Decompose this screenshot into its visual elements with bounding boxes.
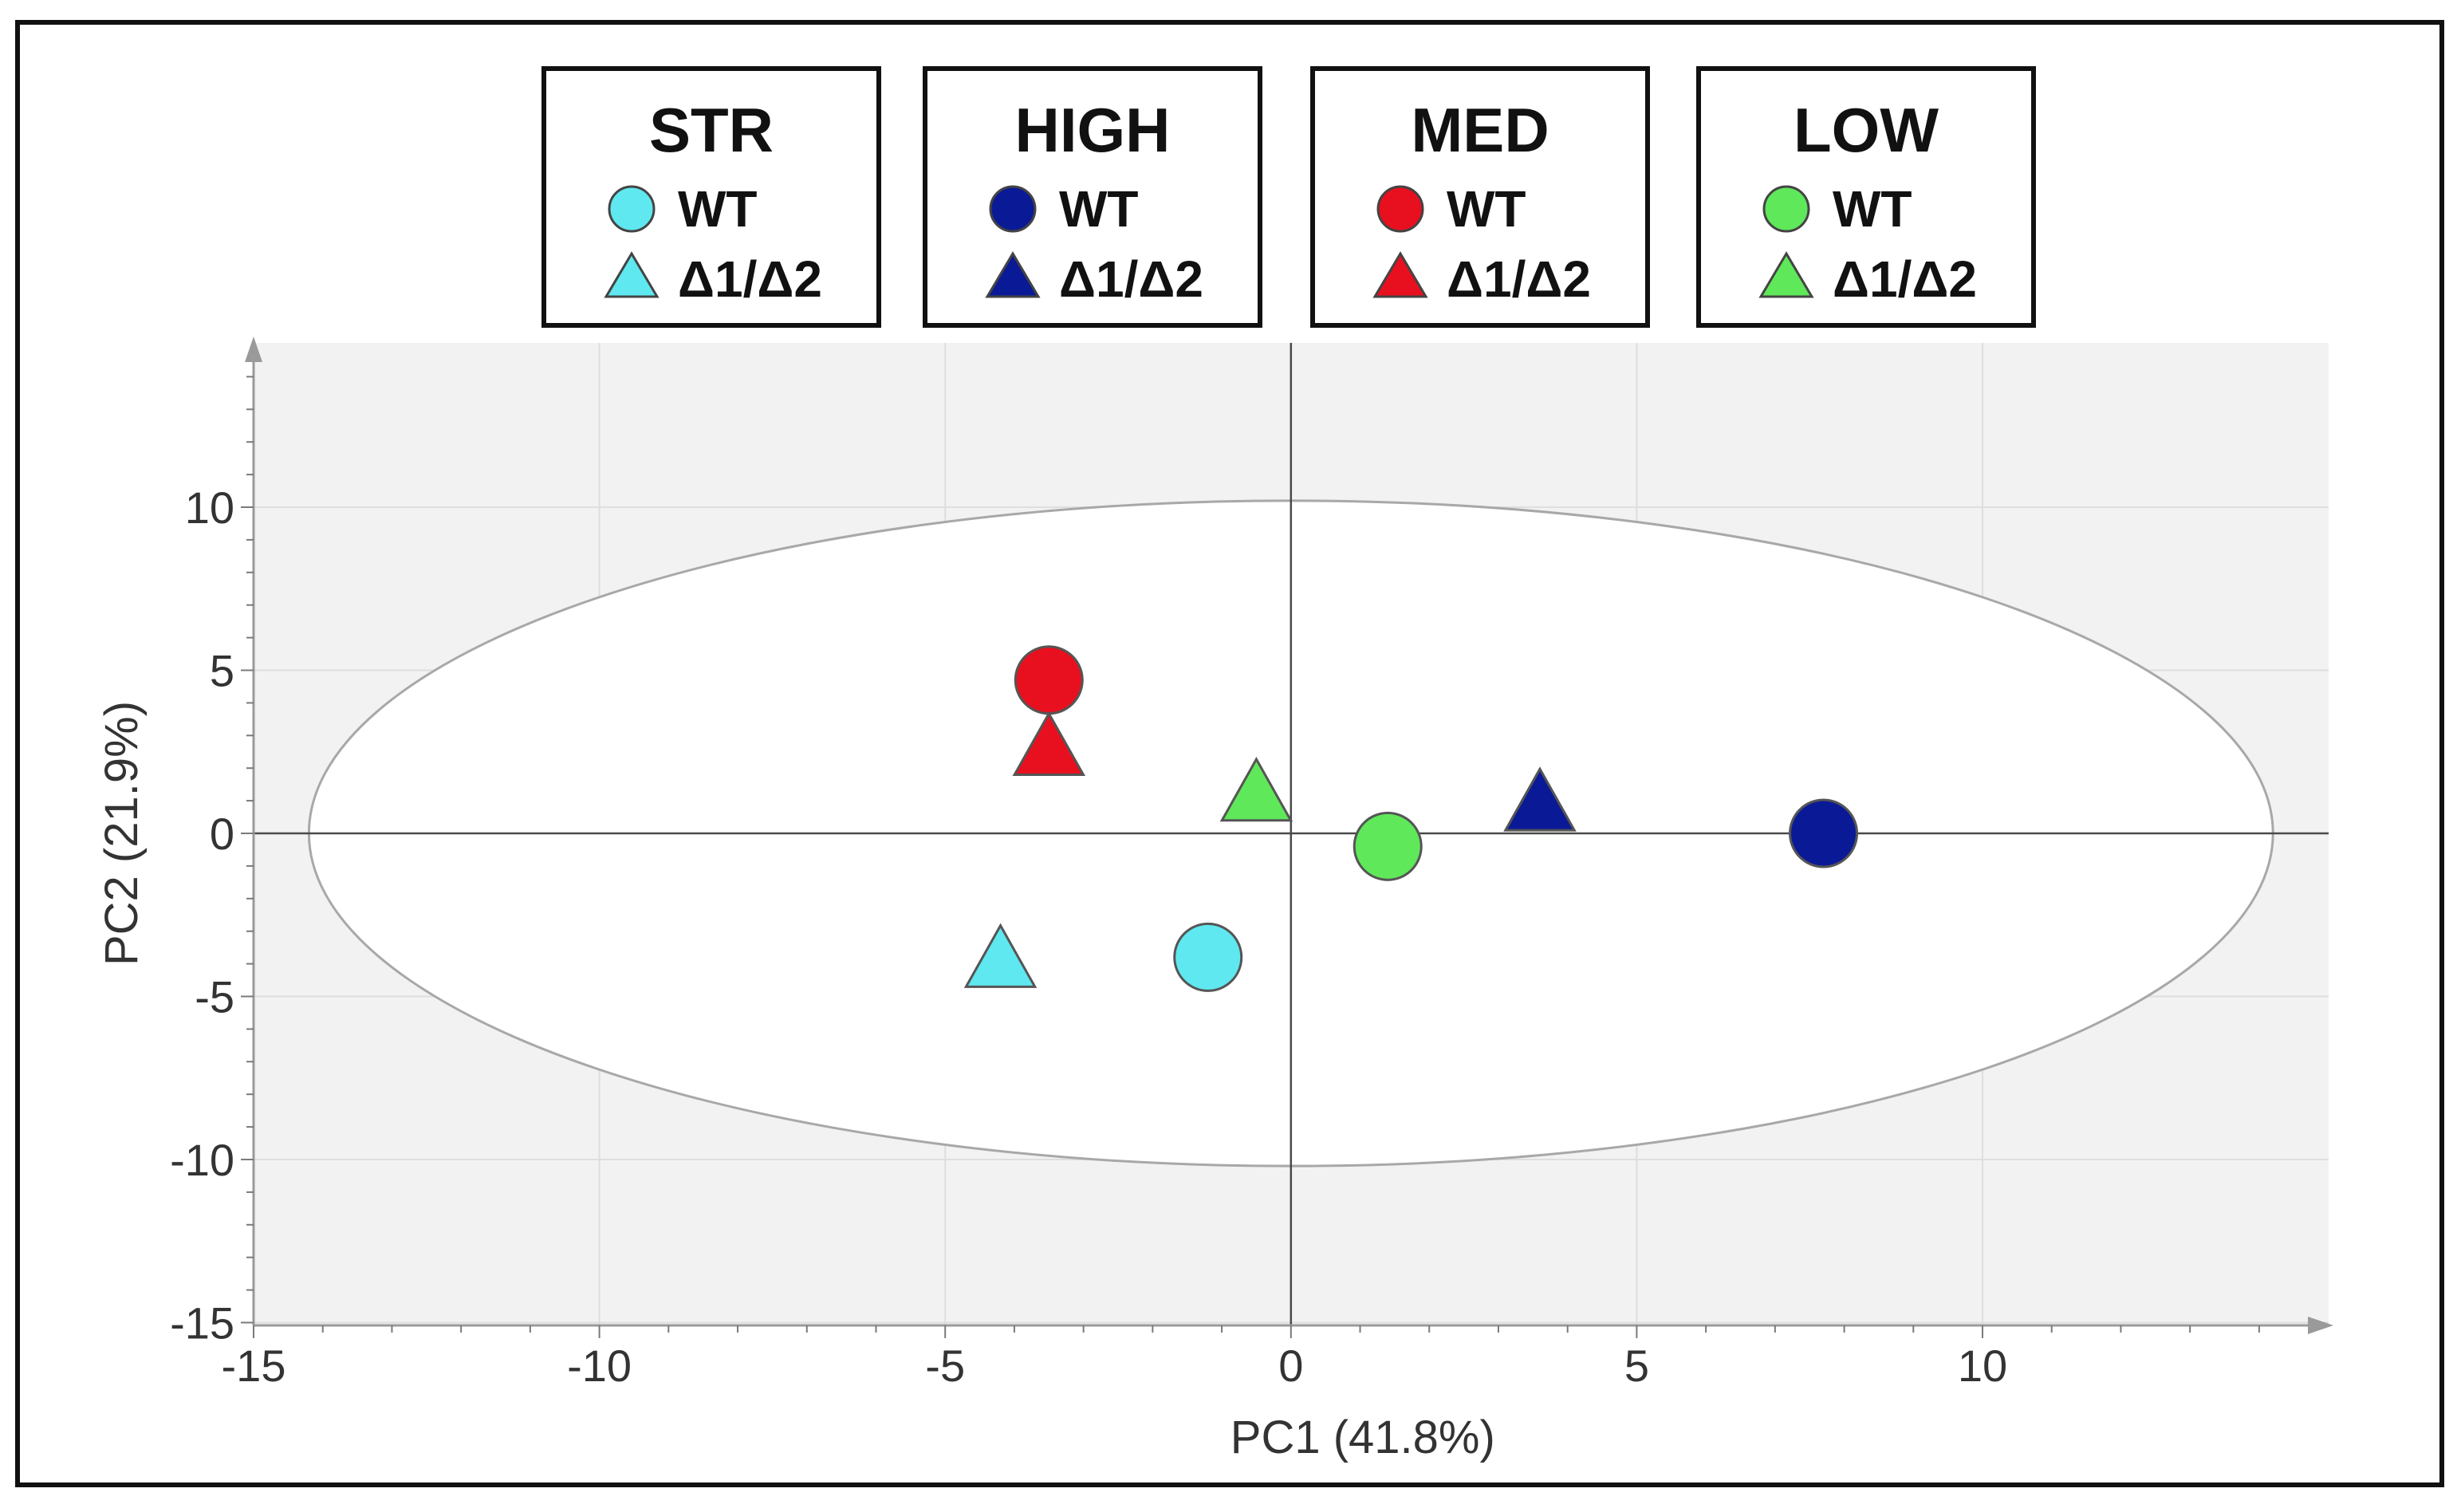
legend-group-high: HIGH WT Δ1/Δ2: [923, 66, 1262, 328]
legend-box: [1696, 66, 2036, 328]
legend-group-title: MED: [1411, 95, 1549, 165]
point-low-wt: [1353, 811, 1423, 881]
point-med-1-2: [1012, 711, 1086, 777]
point-med-wt: [1014, 645, 1084, 715]
x-tick-label: 10: [1958, 1341, 2007, 1391]
legend-item-label: Δ1/Δ2: [1059, 250, 1203, 308]
legend-circle-icon: [608, 185, 656, 233]
x-tick-label: 5: [1624, 1341, 1649, 1391]
legend-triangle-icon: [985, 251, 1041, 298]
legend-triangle-icon: [604, 251, 660, 298]
legend: STR WT Δ1/Δ2 HIGH WT Δ1/Δ2 MED WT Δ1/Δ2 LOW WT Δ1/Δ…: [541, 66, 2036, 328]
legend-group-title: STR: [649, 95, 774, 165]
legend-box: [923, 66, 1262, 328]
point-high-1-2: [1503, 766, 1577, 832]
legend-circle-icon: [989, 185, 1037, 233]
legend-item-label: WT: [1833, 180, 1912, 238]
x-tick-label: -10: [567, 1341, 632, 1391]
legend-group-title: HIGH: [1015, 95, 1171, 165]
y-tick-label: 5: [210, 646, 234, 696]
legend-box: [541, 66, 881, 328]
y-tick-label: -10: [170, 1135, 234, 1185]
y-axis-label: PC2 (21.9%): [96, 701, 148, 966]
legend-box: [1310, 66, 1650, 328]
legend-triangle-icon: [1372, 251, 1428, 298]
legend-item-label: WT: [678, 180, 758, 238]
x-tick-label: -5: [925, 1341, 965, 1391]
legend-group-low: LOW WT Δ1/Δ2: [1696, 66, 2036, 328]
x-axis-label: PC1 (41.8%): [1230, 1412, 1495, 1463]
legend-item-label: Δ1/Δ2: [1447, 250, 1591, 308]
y-axis-arrow-icon: [245, 337, 262, 362]
x-tick-label: -15: [222, 1341, 286, 1391]
axis-ticks: -15 -10 -5 0 5 10 -15 -10 -5 0 5 10: [170, 376, 2260, 1391]
legend-group-med: MED WT Δ1/Δ2: [1310, 66, 1650, 328]
data-points: [963, 645, 1859, 992]
legend-item-label: Δ1/Δ2: [678, 250, 822, 308]
point-str-1-2: [963, 923, 1038, 988]
legend-circle-icon: [1376, 185, 1424, 233]
point-high-wt: [1789, 798, 1859, 868]
point-low-1-2: [1219, 756, 1294, 822]
legend-group-title: LOW: [1794, 95, 1939, 165]
legend-item-label: Δ1/Δ2: [1833, 250, 1977, 308]
legend-triangle-icon: [1758, 251, 1814, 298]
y-tick-label: -5: [195, 972, 234, 1022]
legend-item-label: WT: [1447, 180, 1526, 238]
point-str-wt: [1173, 922, 1243, 992]
legend-circle-icon: [1762, 185, 1810, 233]
x-tick-label: 0: [1278, 1341, 1303, 1391]
legend-group-str: STR WT Δ1/Δ2: [541, 66, 881, 328]
zero-axis-lines: [254, 343, 2329, 1325]
y-tick-label: -15: [170, 1298, 234, 1349]
y-tick-label: 0: [210, 809, 234, 859]
y-tick-label: 10: [185, 482, 234, 533]
legend-item-label: WT: [1059, 180, 1139, 238]
x-axis-arrow-icon: [2308, 1317, 2333, 1334]
